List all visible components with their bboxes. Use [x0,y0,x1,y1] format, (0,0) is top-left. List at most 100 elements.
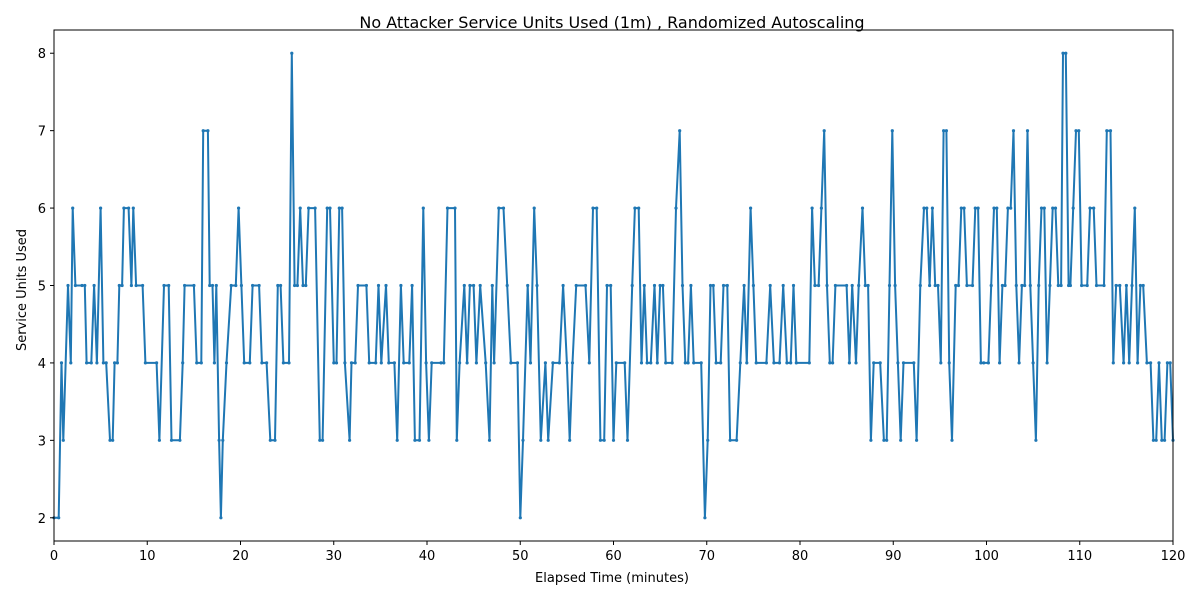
series-layer [52,51,1175,520]
data-point [543,361,548,365]
data-point [318,438,322,442]
data-point [866,283,870,288]
data-point [465,361,469,365]
data-point [276,283,280,288]
data-point [623,361,627,365]
x-tick-label: 120 [1161,549,1186,564]
chart-title: No Attacker Service Units Used (1m) , Ra… [359,13,864,32]
data-point [890,129,894,133]
data-point [349,361,354,365]
data-point [242,361,246,365]
y-axis-label: Service Units Used [15,229,30,351]
data-point [199,361,203,365]
data-point [772,361,776,365]
data-point [201,129,205,133]
data-point [680,283,685,288]
data-point [1130,283,1134,288]
data-point [458,361,462,365]
data-point [1085,283,1089,288]
data-point [293,283,297,288]
data-point [711,283,715,288]
data-point [1122,361,1126,365]
data-point [670,361,674,365]
x-tick-label: 40 [419,549,436,564]
x-tick-label: 90 [885,549,902,564]
data-point [430,361,434,365]
data-point [973,206,977,210]
data-point [71,206,75,210]
data-point [794,361,798,365]
data-point [699,361,703,365]
data-point [356,283,360,288]
data-point [609,283,613,288]
data-point [893,283,897,288]
x-tick-label: 50 [512,549,529,564]
series-line [54,52,1174,519]
data-point [402,361,406,365]
data-point [591,206,595,210]
data-point [882,438,886,442]
data-point [998,361,1002,365]
data-point [195,361,199,365]
data-point [515,361,520,365]
data-point [655,361,659,365]
data-point [807,361,811,365]
data-point [210,283,215,288]
data-point [1151,438,1155,442]
data-point [1003,283,1007,288]
data-point [1077,129,1081,133]
data-point [768,283,772,288]
data-point [922,206,926,210]
data-point [509,361,513,365]
data-point [661,283,665,288]
data-point [703,516,707,520]
data-point [1061,51,1065,55]
data-point [421,206,425,210]
data-point [279,283,283,288]
data-point [878,361,882,365]
data-point [854,361,858,365]
data-point [863,283,867,288]
data-point [374,361,378,365]
y-tick-label: 5 [38,280,46,295]
data-point [944,129,949,133]
data-point [899,438,903,442]
data-point [1114,283,1118,288]
data-point [298,206,302,210]
data-point [427,438,431,442]
data-point [340,206,344,210]
data-point [1039,206,1044,210]
data-point [183,283,187,288]
data-point [518,516,522,520]
data-point [959,206,963,210]
data-point [561,283,565,288]
data-point [95,361,99,365]
data-point [251,283,255,288]
data-point [181,361,185,365]
data-point [221,438,225,442]
data-point [379,361,383,365]
data-point [111,438,115,442]
data-point [789,361,793,365]
data-point [304,283,308,288]
data-point [442,361,446,365]
data-point [777,361,782,365]
data-point [557,361,562,365]
data-point [505,283,509,288]
data-point [1034,438,1038,442]
data-point [749,206,753,210]
data-point [501,206,506,210]
data-point [721,283,726,288]
data-point [224,361,229,365]
x-tick-label: 100 [974,549,999,564]
data-point [353,361,357,365]
x-tick-label: 60 [605,549,622,564]
data-point [237,206,241,210]
data-point [570,361,575,365]
data-point [376,283,381,288]
data-point [658,283,662,288]
data-point [484,361,488,365]
data-point [248,361,252,365]
data-point [831,361,835,365]
data-point [122,206,126,210]
